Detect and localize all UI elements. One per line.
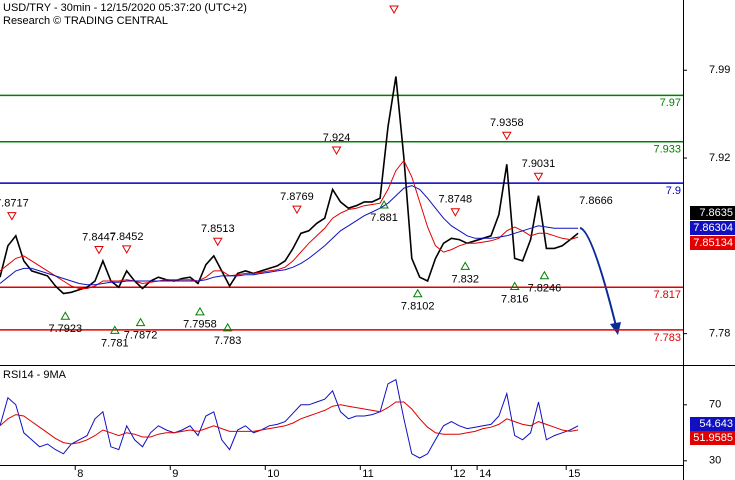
annotation-label: 7.8447: [82, 231, 116, 243]
price-tag-label: 7.86304: [693, 222, 733, 234]
series-line: [0, 185, 579, 286]
level-label: 7.97: [660, 97, 681, 109]
price-tag: [690, 431, 735, 445]
low-marker: [460, 261, 471, 270]
forecast-arrow: [579, 227, 621, 335]
low-marker: [379, 199, 389, 209]
price-tag-label: 7.85134: [693, 237, 733, 249]
price-tag-label: 7.8635: [699, 207, 733, 219]
annotation-label: 7.881: [370, 212, 398, 224]
price-tag: [690, 236, 735, 250]
annotation-label: 7.8452: [110, 231, 144, 243]
low-marker: [222, 322, 233, 332]
annotation-label: 7.7958: [183, 319, 217, 331]
annotation-label: 7.924: [323, 132, 351, 144]
price-tag: [690, 221, 735, 235]
annotation-label: 7.9031: [522, 158, 556, 170]
price-tag-label: 51.9585: [693, 432, 733, 444]
low-marker: [195, 306, 205, 316]
high-marker: [450, 208, 461, 217]
low-marker: [539, 270, 550, 280]
high-marker: [7, 212, 17, 221]
annotation-label: 7.9358: [490, 117, 524, 129]
high-marker: [501, 131, 512, 141]
high-marker: [212, 237, 223, 247]
panel-title: RSI14 - 9MA: [3, 369, 67, 381]
y-tick-label: 7.92: [709, 152, 730, 164]
high-marker: [121, 245, 132, 254]
level-label: 7.817: [653, 289, 681, 301]
x-tick-label: 12: [453, 468, 465, 480]
high-marker: [389, 5, 399, 15]
annotation-label: 7.7872: [124, 330, 158, 342]
x-tick-label: 8: [77, 468, 83, 480]
low-marker: [60, 311, 71, 320]
series-line: [0, 401, 579, 445]
target-label: 7.8666: [579, 195, 613, 207]
x-tick-label: 11: [362, 468, 373, 480]
level-label: 7.9: [666, 185, 681, 197]
annotation-label: 7.7923: [49, 323, 83, 335]
annotation-label: 7.832: [451, 273, 479, 285]
annotation-label: 7.8769: [280, 191, 314, 203]
x-tick-label: 10: [267, 468, 279, 480]
annotation-label: 7.816: [501, 293, 529, 305]
price-tag: [690, 206, 735, 220]
y-tick-label: 30: [709, 455, 721, 467]
y-tick-label: 70: [709, 399, 721, 411]
x-tick-label: 14: [479, 468, 491, 480]
y-tick-label: 7.99: [709, 64, 730, 76]
series-line: [0, 378, 579, 459]
high-marker: [331, 146, 342, 156]
low-marker: [509, 281, 520, 290]
annotation-label: 7.8246: [528, 283, 562, 295]
y-tick-label: 7.78: [709, 328, 730, 340]
annotation-label: 7.8513: [201, 223, 235, 235]
annotation-label: 7.8717: [0, 198, 29, 210]
price-tag-label: 54.643: [699, 418, 733, 430]
high-marker: [533, 172, 544, 182]
x-tick-label: 9: [172, 468, 178, 480]
series-line: [0, 159, 579, 289]
annotation-label: 7.783: [214, 335, 242, 347]
high-marker: [292, 205, 302, 215]
level-label: 7.783: [653, 332, 681, 344]
price-tag: [690, 417, 735, 431]
level-label: 7.933: [653, 144, 681, 156]
low-marker: [412, 288, 423, 298]
annotation-label: 7.8102: [401, 301, 435, 313]
annotation-label: 7.8748: [439, 194, 473, 206]
low-marker: [135, 317, 146, 327]
high-marker: [94, 245, 104, 255]
annotation-label: 7.781: [101, 337, 129, 349]
chart-subtitle: Research © TRADING CENTRAL: [3, 15, 168, 27]
chart-title: USD/TRY - 30min - 12/15/2020 05:37:20 (U…: [3, 2, 247, 14]
low-marker: [109, 325, 120, 334]
x-tick-label: 15: [568, 468, 580, 480]
